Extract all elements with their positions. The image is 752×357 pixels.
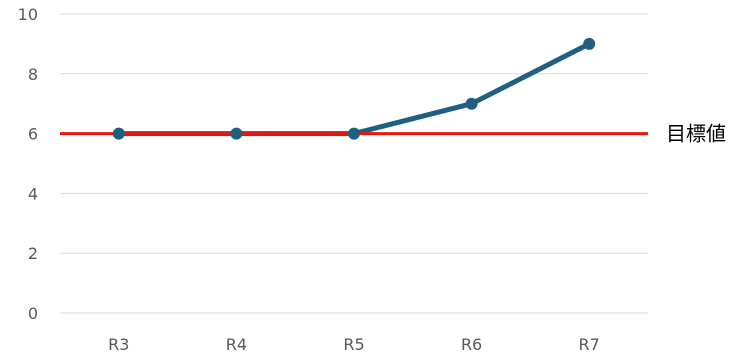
x-tick-label: R3 <box>108 335 129 354</box>
x-axis: R3 R4 R5 R6 R7 <box>108 335 600 354</box>
x-tick-label: R6 <box>461 335 482 354</box>
y-tick-label: 2 <box>28 244 38 263</box>
data-point <box>348 127 360 140</box>
series-line <box>116 41 592 137</box>
y-axis: 0 2 4 6 8 10 <box>18 5 38 323</box>
y-tick-label: 10 <box>18 5 38 24</box>
data-points <box>112 37 596 140</box>
y-tick-label: 0 <box>28 304 38 323</box>
x-tick-label: R5 <box>343 335 364 354</box>
target-label: 目標値 <box>666 122 726 146</box>
x-tick-label: R7 <box>579 335 600 354</box>
data-point <box>465 97 478 110</box>
y-tick-label: 6 <box>28 125 38 144</box>
y-tick-label: 8 <box>28 65 38 84</box>
x-tick-label: R4 <box>226 335 247 354</box>
data-point <box>230 127 243 140</box>
data-point <box>583 37 596 50</box>
y-tick-label: 4 <box>28 184 38 203</box>
data-point <box>112 127 125 140</box>
